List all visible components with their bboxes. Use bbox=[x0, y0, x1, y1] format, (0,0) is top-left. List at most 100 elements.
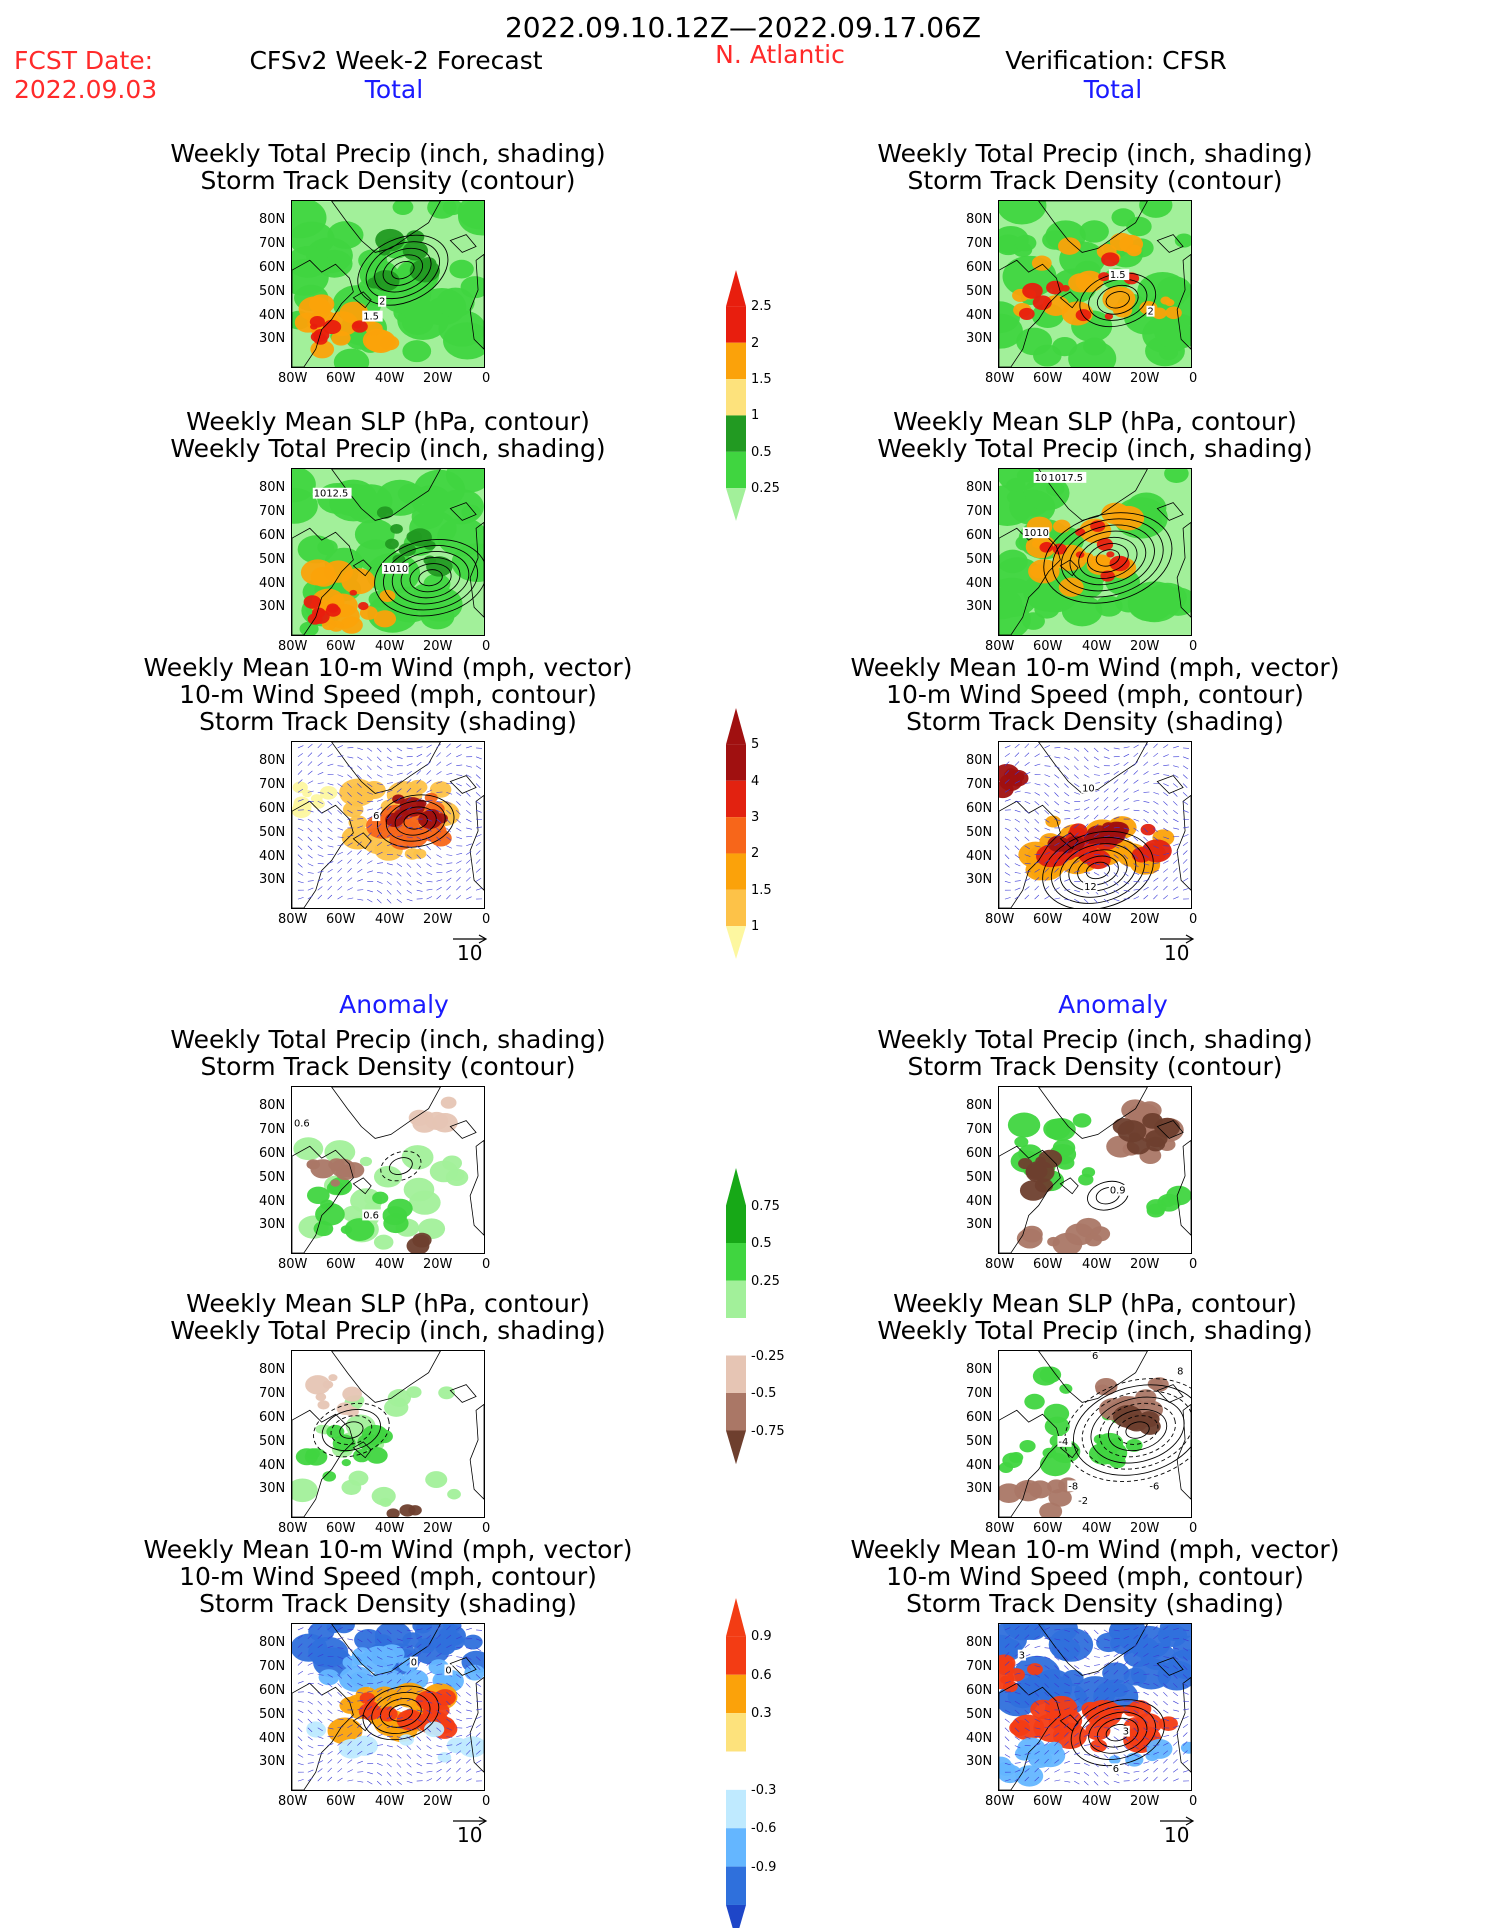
fcst-date: 2022.09.03 bbox=[14, 77, 157, 102]
fc-anom-track-title-line: Weekly Total Precip (inch, shading) bbox=[170, 1026, 605, 1053]
colorbar-label: -0.6 bbox=[751, 1822, 776, 1835]
lon-tick-label: 60W bbox=[326, 1258, 355, 1271]
lon-tick-label: 40W bbox=[1082, 1522, 1111, 1535]
ob-total-track-title-line: Storm Track Density (contour) bbox=[907, 167, 1282, 194]
fcst-label: FCST Date: bbox=[14, 48, 153, 73]
lat-tick-label: 50N bbox=[259, 553, 285, 566]
colorbar-label: 0.75 bbox=[751, 1200, 780, 1213]
lon-tick-label: 0 bbox=[1189, 372, 1197, 385]
ob-anom-track-map: 0.9 bbox=[998, 1086, 1192, 1254]
colorbar-label: 0.5 bbox=[751, 1237, 772, 1250]
ob-anom-wind-contour-label: 6 bbox=[1113, 1764, 1119, 1775]
lon-tick-label: 20W bbox=[1130, 913, 1159, 926]
lat-tick-label: 40N bbox=[259, 1459, 285, 1472]
lat-tick-label: 40N bbox=[966, 1195, 992, 1208]
fc-total-wind-title-line: Weekly Mean 10-m Wind (mph, vector) bbox=[144, 654, 633, 681]
lat-tick-label: 30N bbox=[259, 332, 285, 345]
lon-tick-label: 60W bbox=[326, 372, 355, 385]
lat-tick-label: 70N bbox=[966, 505, 992, 518]
lat-tick-label: 80N bbox=[966, 1099, 992, 1112]
colorbar-label: 2 bbox=[751, 337, 759, 350]
lat-tick-label: 50N bbox=[966, 285, 992, 298]
section-anomaly-right: Anomaly bbox=[1058, 992, 1168, 1017]
lon-tick-label: 0 bbox=[482, 372, 490, 385]
fc-anom-wind-title-line: Weekly Mean 10-m Wind (mph, vector) bbox=[144, 1536, 633, 1563]
lon-tick-label: 60W bbox=[1033, 640, 1062, 653]
colorbar-label: 0.9 bbox=[751, 1630, 772, 1643]
lon-tick-label: 60W bbox=[326, 1795, 355, 1808]
fc-total-track-contour-label: 2 bbox=[379, 297, 385, 308]
lon-tick-label: 20W bbox=[1130, 640, 1159, 653]
lon-tick-label: 20W bbox=[1130, 1258, 1159, 1271]
lat-tick-label: 30N bbox=[259, 1218, 285, 1231]
lat-tick-label: 50N bbox=[966, 1708, 992, 1721]
lat-tick-label: 40N bbox=[966, 577, 992, 590]
lat-tick-label: 60N bbox=[259, 802, 285, 815]
lat-tick-label: 70N bbox=[966, 1660, 992, 1673]
lat-tick-label: 50N bbox=[259, 826, 285, 839]
lon-tick-label: 80W bbox=[985, 1795, 1014, 1808]
lon-tick-label: 40W bbox=[1082, 640, 1111, 653]
lat-tick-label: 50N bbox=[966, 1435, 992, 1448]
colorbar-label: 1.5 bbox=[751, 373, 772, 386]
lat-tick-label: 40N bbox=[259, 309, 285, 322]
lon-tick-label: 20W bbox=[423, 372, 452, 385]
region-label: N. Atlantic bbox=[715, 42, 845, 67]
lon-tick-label: 80W bbox=[278, 372, 307, 385]
lat-tick-label: 70N bbox=[259, 1660, 285, 1673]
ob-anom-track-contour-label: 0.9 bbox=[1110, 1186, 1126, 1197]
lat-tick-label: 60N bbox=[966, 1147, 992, 1160]
ob-total-slp-contour-label: 1010 bbox=[1024, 528, 1049, 539]
colorbar-label: 2 bbox=[751, 847, 759, 860]
section-total-left: Total bbox=[365, 77, 423, 102]
ob-anom-slp-contour-label: 6 bbox=[1092, 1351, 1098, 1362]
lat-tick-label: 50N bbox=[966, 1171, 992, 1184]
fc-total-slp-title-line: Weekly Mean SLP (hPa, contour) bbox=[186, 408, 590, 435]
lon-tick-label: 60W bbox=[1033, 372, 1062, 385]
colorbar-track_total bbox=[725, 708, 747, 948]
lon-tick-label: 20W bbox=[423, 1258, 452, 1271]
lat-tick-label: 80N bbox=[259, 481, 285, 494]
fc-anom-track-map-svg: 0.60.6 bbox=[292, 1087, 484, 1253]
colorbar-precip_anom bbox=[725, 1168, 747, 1453]
fc-total-wind-map: 6 bbox=[291, 741, 485, 909]
lon-tick-label: 0 bbox=[1189, 640, 1197, 653]
lat-tick-label: 80N bbox=[966, 1363, 992, 1376]
ob-anom-slp-contour-label: 8 bbox=[1177, 1367, 1183, 1378]
lat-tick-label: 50N bbox=[966, 826, 992, 839]
vector-reference-label: 10 bbox=[1164, 1825, 1189, 1845]
vector-reference-label: 10 bbox=[1164, 943, 1189, 963]
colorbar-label: 0.3 bbox=[751, 1707, 772, 1720]
lat-tick-label: 50N bbox=[966, 553, 992, 566]
lon-tick-label: 0 bbox=[482, 1795, 490, 1808]
fc-anom-slp-title-line: Weekly Total Precip (inch, shading) bbox=[170, 1317, 605, 1344]
lon-tick-label: 80W bbox=[985, 372, 1014, 385]
ob-anom-wind-title-line: Storm Track Density (shading) bbox=[906, 1590, 1284, 1617]
ob-total-slp-contour-label: 10 bbox=[1035, 473, 1048, 484]
lat-tick-label: 40N bbox=[259, 1732, 285, 1745]
colorbar-track_anom bbox=[725, 1598, 747, 1928]
colorbar-label: 0.25 bbox=[751, 1275, 780, 1288]
fc-total-track-contour-label: 1.5 bbox=[363, 312, 379, 323]
ob-anom-wind-contour-label: 3 bbox=[1019, 1651, 1025, 1662]
lon-tick-label: 20W bbox=[1130, 372, 1159, 385]
ob-anom-slp-contour-label: -8 bbox=[1068, 1481, 1078, 1492]
lat-tick-label: 60N bbox=[259, 1411, 285, 1424]
lat-tick-label: 30N bbox=[966, 600, 992, 613]
fc-total-track-title-line: Weekly Total Precip (inch, shading) bbox=[170, 140, 605, 167]
lat-tick-label: 40N bbox=[966, 1459, 992, 1472]
ob-total-wind-map-svg: 1012 bbox=[999, 742, 1191, 908]
fc-anom-wind-contour-label: 0 bbox=[445, 1665, 451, 1676]
ob-anom-track-title-line: Storm Track Density (contour) bbox=[907, 1053, 1282, 1080]
lon-tick-label: 60W bbox=[326, 1522, 355, 1535]
lat-tick-label: 30N bbox=[966, 873, 992, 886]
lat-tick-label: 60N bbox=[966, 802, 992, 815]
model-label: CFSv2 Week-2 Forecast bbox=[249, 48, 542, 73]
lat-tick-label: 30N bbox=[966, 1482, 992, 1495]
lon-tick-label: 80W bbox=[278, 913, 307, 926]
ob-total-wind-title-line: Storm Track Density (shading) bbox=[906, 708, 1284, 735]
colorbar-label: 0.6 bbox=[751, 1669, 772, 1682]
